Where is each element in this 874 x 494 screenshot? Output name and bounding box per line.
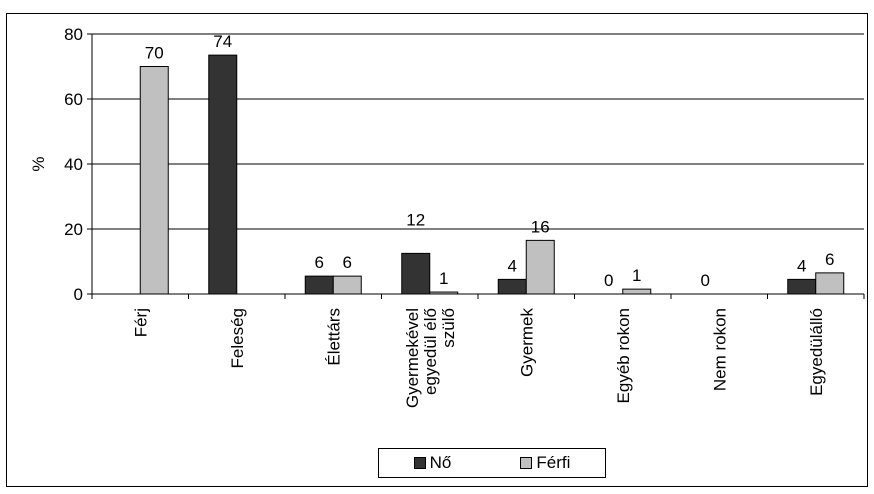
data-label: 0 [701,271,710,290]
y-tick-label: 80 [64,25,83,44]
x-tick-labels: Férj Feleség Élettárs Gyermekével egyedül él… [131,308,826,409]
bar-ferfi [525,239,555,295]
x-tick-label: Férj [131,308,150,337]
bars [139,54,845,295]
bar-no [401,252,431,295]
svg-text:Nem rokon: Nem rokon [710,308,729,391]
bar-ferfi [139,66,169,295]
data-label: 0 [604,271,613,290]
legend-label-ferfi: Férfi [536,453,571,472]
x-tick-label: Nem rokon [710,308,729,391]
x-tick-label: Gyermekével egyedül élő szülő [403,308,458,408]
y-axis-label: % [29,156,48,171]
svg-text:Gyermekével: Gyermekével [403,308,422,408]
y-tick-labels: 0 20 40 60 80 [64,25,83,304]
bar-no [497,278,527,295]
data-label: 4 [797,256,806,275]
data-label: 1 [439,269,448,288]
bar-no [208,54,238,295]
legend-label-no: Nő [429,453,452,472]
legend-item-no: Nő [413,453,452,473]
bar-ferfi [332,275,362,295]
bar-no [787,278,817,295]
y-tick-label: 60 [64,90,83,109]
legend-swatch-no [413,457,426,469]
svg-text:Egyedülálló: Egyedülálló [807,308,826,396]
data-label: 74 [213,32,232,51]
data-label: 1 [632,266,641,285]
x-tick-label: Egyéb rokon [614,308,633,403]
bar-ferfi [622,288,652,295]
bar-no [304,275,334,295]
legend-item-ferfi: Férfi [520,453,570,473]
legend: Nő Férfi [378,448,606,478]
x-tick-label: Élettárs [324,308,343,366]
data-label: 6 [315,253,324,272]
svg-text:egyedül élő: egyedül élő [421,308,440,395]
svg-text:szülő: szülő [439,308,458,348]
svg-text:Feleség: Feleség [228,308,247,368]
svg-text:Gyermek: Gyermek [517,308,536,377]
y-tick-label: 20 [64,220,83,239]
y-tick-label: 40 [64,155,83,174]
svg-text:Férj: Férj [131,308,150,337]
gridlines [87,33,864,295]
data-label: 6 [825,250,834,269]
x-tick-label: Egyedülálló [807,308,826,396]
data-label: 4 [508,256,517,275]
svg-text:Élettárs: Élettárs [324,308,343,366]
y-tick-label: 0 [74,285,83,304]
data-label: 6 [343,253,352,272]
data-label: 70 [145,44,164,63]
axes [91,34,865,299]
data-label: 12 [406,210,425,229]
x-tick-label: Feleség [228,308,247,368]
x-tick-label: Gyermek [517,308,536,377]
svg-text:Egyéb rokon: Egyéb rokon [614,308,633,403]
bar-ferfi [815,272,845,295]
legend-swatch-ferfi [520,457,533,469]
data-label: 16 [531,217,550,236]
